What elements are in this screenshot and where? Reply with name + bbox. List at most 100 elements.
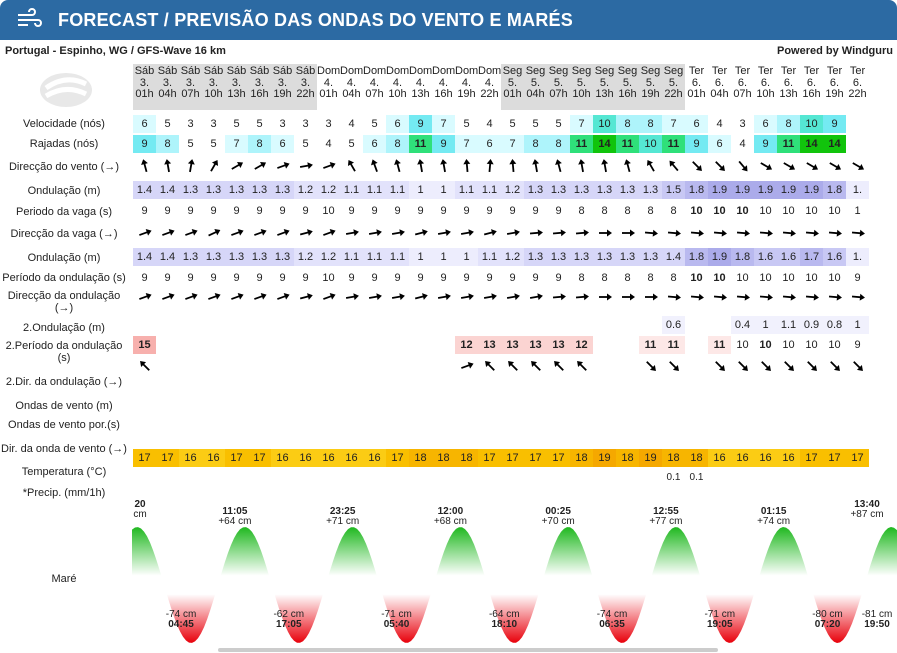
swell-b-period-cell bbox=[363, 336, 386, 354]
swell-b-cell: 1 bbox=[846, 316, 869, 334]
gusts-cell: 8 bbox=[547, 135, 570, 153]
gusts-cell: 14 bbox=[800, 135, 823, 153]
swell-dir-arrow-icon bbox=[846, 289, 869, 307]
swell2-cell: 1.3 bbox=[225, 248, 248, 266]
column-date: 5. bbox=[507, 76, 518, 89]
column-date: 5. bbox=[553, 76, 564, 89]
swell-cell: 1.8 bbox=[685, 181, 708, 199]
column-day: Seg bbox=[640, 65, 661, 77]
swell-b-period-cell bbox=[386, 336, 409, 354]
windwave-dir-cell: 18 bbox=[662, 449, 685, 467]
swell2-cell: 1.8 bbox=[731, 248, 754, 266]
powered-by[interactable]: Powered by Windguru bbox=[776, 45, 893, 57]
tide-curve bbox=[132, 527, 897, 643]
swell-b-cell: 0.8 bbox=[823, 316, 846, 334]
swell-dir-arrow-icon bbox=[524, 289, 547, 307]
wind-speed-cell: 6 bbox=[685, 115, 708, 133]
swell-b-dir-arrow-icon bbox=[754, 358, 777, 376]
swell-period-cell: 10 bbox=[782, 272, 795, 284]
wind-dir-arrow-icon bbox=[225, 158, 248, 176]
label-swell: Ondulação (m) bbox=[27, 185, 101, 197]
wind-dir-arrow-icon bbox=[179, 158, 202, 176]
swell-cell: 1.1 bbox=[455, 181, 478, 199]
column-date: 4. bbox=[346, 76, 357, 89]
column-hour: 01h bbox=[687, 88, 706, 100]
swell-b-period-cell bbox=[593, 336, 616, 354]
swell-period-cell: 10 bbox=[690, 272, 703, 284]
swell-b-cell bbox=[455, 316, 478, 334]
gusts-cell: 8 bbox=[386, 135, 409, 153]
wave-period-cell: 9 bbox=[440, 205, 447, 217]
swell-dir-arrow-icon bbox=[386, 289, 409, 307]
gusts-cell: 5 bbox=[202, 135, 225, 153]
forecast-grid[interactable]: Sáb 3. 01h 6 9 1.4 9 1.4 9 15 17 Sáb 3. 04h 5 8 1.4 9 1.4 9… bbox=[132, 0, 897, 653]
swell-b-cell: 1.1 bbox=[777, 316, 800, 334]
wave-dir-arrow-icon bbox=[202, 225, 225, 243]
precip-cell bbox=[731, 469, 754, 487]
swell-b-cell bbox=[432, 316, 455, 334]
wave-period-cell: 8 bbox=[624, 205, 631, 217]
wave-dir-arrow-icon bbox=[317, 225, 340, 243]
wave-dir-arrow-icon bbox=[133, 225, 156, 243]
swell-period-cell: 9 bbox=[256, 272, 263, 284]
column-day: Dom bbox=[340, 65, 364, 77]
column-header: Dom 4. 07h bbox=[363, 64, 386, 110]
column-hour: 16h bbox=[250, 88, 269, 100]
wave-dir-arrow-icon bbox=[685, 225, 708, 243]
swell-b-period-cell: 13 bbox=[524, 336, 547, 354]
wave-dir-arrow-icon bbox=[524, 225, 547, 243]
column-day: Dom bbox=[409, 65, 433, 77]
swell-b-dir-arrow-icon bbox=[570, 358, 593, 376]
swell-cell: 1.8 bbox=[823, 181, 846, 199]
column-hour: 22h bbox=[296, 88, 315, 100]
swell-period-cell: 9 bbox=[440, 272, 447, 284]
precip-cell bbox=[202, 469, 225, 487]
swell-period-cell: 9 bbox=[141, 272, 148, 284]
wave-period-cell: 9 bbox=[279, 205, 286, 217]
column-hour: 07h bbox=[733, 88, 752, 100]
column-hour: 01h bbox=[135, 88, 154, 100]
wave-period-cell: 10 bbox=[828, 205, 841, 217]
column-date: 5. bbox=[530, 76, 541, 89]
precip-cell bbox=[593, 469, 616, 487]
horizontal-scrollbar[interactable] bbox=[218, 648, 718, 652]
wave-dir-arrow-icon bbox=[846, 225, 869, 243]
column-day: Ter bbox=[803, 65, 820, 77]
swell2-cell: 1.3 bbox=[179, 248, 202, 266]
column-date: 3. bbox=[185, 76, 196, 89]
column-header: Ter 6. 22h bbox=[846, 64, 869, 110]
column-date: 4. bbox=[323, 76, 334, 89]
swell-period-cell: 9 bbox=[279, 272, 286, 284]
windwave-dir-cell: 17 bbox=[133, 449, 156, 467]
tide-high-label: 12:55 +77 cm bbox=[649, 506, 683, 527]
swell-dir-arrow-icon bbox=[432, 289, 455, 307]
column-day: Dom bbox=[363, 65, 387, 77]
wind-speed-cell: 5 bbox=[524, 115, 547, 133]
column-header: Sáb 3. 01h bbox=[133, 64, 156, 110]
windwave-dir-cell: 17 bbox=[846, 449, 869, 467]
swell-b-cell bbox=[639, 316, 662, 334]
tide-high-label: 12:00 +68 cm bbox=[433, 506, 467, 527]
swell2-cell: 1 bbox=[409, 248, 432, 266]
column-header: Dom 4. 22h bbox=[478, 64, 501, 110]
swell-period-cell: 9 bbox=[509, 272, 516, 284]
gusts-cell: 11 bbox=[777, 135, 800, 153]
swell-period-cell: 9 bbox=[348, 272, 355, 284]
column-day: Dom bbox=[317, 65, 341, 77]
wave-period-cell: 10 bbox=[736, 205, 749, 217]
swell-b-period-cell bbox=[317, 336, 340, 354]
swell-period-cell: 9 bbox=[463, 272, 470, 284]
wind-speed-cell: 5 bbox=[455, 115, 478, 133]
swell-period-cell: 10 bbox=[805, 272, 818, 284]
column-header: Seg 5. 13h bbox=[593, 64, 616, 110]
column-hour: 10h bbox=[572, 88, 591, 100]
wave-period-cell: 9 bbox=[371, 205, 378, 217]
column-date: 3. bbox=[162, 76, 173, 89]
column-hour: 16h bbox=[434, 88, 453, 100]
swell-b-period-cell: 10 bbox=[805, 339, 818, 351]
swell-period-cell: 10 bbox=[736, 272, 749, 284]
gusts-cell: 7 bbox=[225, 135, 248, 153]
swell-dir-arrow-icon bbox=[639, 289, 662, 307]
swell-b-period-cell: 13 bbox=[478, 336, 501, 354]
wind-dir-arrow-icon bbox=[570, 158, 593, 176]
